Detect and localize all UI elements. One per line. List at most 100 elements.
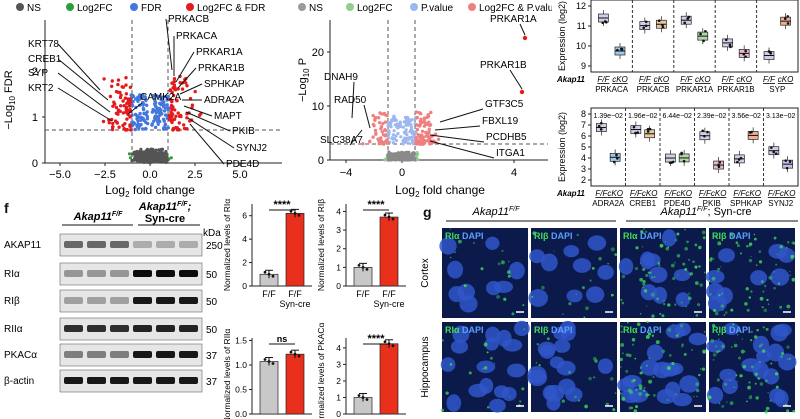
micro-signal <box>758 260 763 264</box>
box-ytick: 5 <box>581 142 586 152</box>
v1-point <box>143 151 147 155</box>
micro-signal <box>755 264 758 267</box>
micro-signal <box>457 239 462 244</box>
gene-label-mapt: MAPT <box>214 111 242 122</box>
micro-title-ff: Akap11F/F <box>472 206 521 218</box>
v1-point <box>157 157 162 161</box>
bar-ytick: 0 <box>336 281 341 291</box>
box-dot <box>784 159 788 162</box>
v2-point <box>399 135 403 139</box>
micro-signal <box>702 236 706 240</box>
v2-point-outlier <box>522 35 528 41</box>
micro-label: RIα DAPI <box>445 231 484 241</box>
micro-signal <box>652 393 656 397</box>
micro-signal <box>748 296 751 299</box>
micro-signal <box>698 373 701 377</box>
v2-point <box>429 110 433 115</box>
v2-point <box>394 134 398 138</box>
v2-point <box>387 150 391 154</box>
box-dot <box>729 45 732 49</box>
micro-signal <box>786 358 789 361</box>
box-dot <box>706 130 709 134</box>
v1-xtick: 5.0 <box>232 169 247 181</box>
bar-3-1 <box>379 343 399 415</box>
box-dot <box>634 131 637 135</box>
micro-signal <box>730 345 733 348</box>
micro-signal <box>634 357 637 360</box>
micro-signal <box>577 399 581 402</box>
micro-label: RIα DAPI <box>623 231 662 241</box>
v2-point <box>436 137 441 141</box>
box-cond-cko: cKO <box>736 75 752 84</box>
v2-point <box>379 139 384 143</box>
micro-signal <box>589 279 592 282</box>
micro-nucleus <box>723 322 740 336</box>
box-dot <box>774 152 778 155</box>
micro-signal <box>643 227 646 230</box>
box-cond-ff: F/F <box>664 189 677 198</box>
micro-signal <box>662 302 666 306</box>
v2-legend-label-1: Log2FC <box>357 3 393 14</box>
micro-signal <box>629 390 634 395</box>
micro-signal <box>749 242 753 246</box>
micro-nucleus <box>597 358 614 374</box>
blot-band <box>64 241 83 248</box>
box-cond-cko: cKO <box>642 189 658 198</box>
v1-point <box>170 90 174 95</box>
blot-strip-0 <box>59 233 203 257</box>
v2-point <box>376 116 381 120</box>
v1-point <box>143 95 147 99</box>
box-dot <box>604 21 608 24</box>
blot-band <box>110 325 129 332</box>
v2-point <box>421 120 425 124</box>
v1-point <box>132 121 137 126</box>
micro-signal <box>643 386 646 389</box>
v1-point <box>166 126 170 130</box>
micro-signal <box>791 277 796 282</box>
v2-point <box>414 135 418 140</box>
v1-point <box>102 77 106 81</box>
blot-band <box>87 351 106 358</box>
micro-nucleus <box>440 357 456 372</box>
micro-signal <box>714 311 719 316</box>
micro-nucleus <box>679 375 700 393</box>
v2-point <box>422 140 427 144</box>
micro-signal <box>685 305 687 308</box>
box-dot <box>648 127 652 131</box>
bar-2-1 <box>285 353 305 415</box>
v2-ytick: 10 <box>312 101 324 113</box>
micro-signal <box>671 361 675 366</box>
v1-point <box>169 156 173 160</box>
micro-signal <box>675 334 679 338</box>
v2-point <box>383 120 388 124</box>
micro-signal <box>644 230 648 234</box>
v1-point <box>153 108 157 113</box>
micro-signal <box>607 263 609 265</box>
box-ytick: 11 <box>577 21 586 31</box>
v1-point <box>122 104 126 108</box>
v2-point <box>428 142 432 146</box>
box-ytick: 10 <box>576 41 586 51</box>
blot-strip-1 <box>59 262 203 286</box>
micro-signal <box>639 371 643 375</box>
micro-signal <box>651 314 655 318</box>
box-pvalue: 1.96e−02 <box>628 113 657 120</box>
box-cond-ff: F/F <box>630 189 643 198</box>
box-dot <box>699 32 702 36</box>
micro-signal <box>441 339 444 342</box>
micro-signal <box>482 367 485 370</box>
micro-signal <box>696 303 701 307</box>
box-dot <box>785 166 789 170</box>
micro-signal <box>574 395 577 399</box>
v1-point <box>173 88 178 92</box>
micro-nucleus <box>675 292 691 308</box>
micro-signal <box>684 267 688 271</box>
micro-signal <box>650 292 655 297</box>
v1-point <box>164 94 168 99</box>
micro-signal <box>786 241 790 244</box>
blot-header-ff: Akap11F/F <box>73 211 124 223</box>
v1-point <box>138 160 142 164</box>
micro-signal <box>736 380 739 383</box>
micro-nucleus <box>488 398 506 413</box>
blot-label-3: RIIα <box>4 324 23 335</box>
